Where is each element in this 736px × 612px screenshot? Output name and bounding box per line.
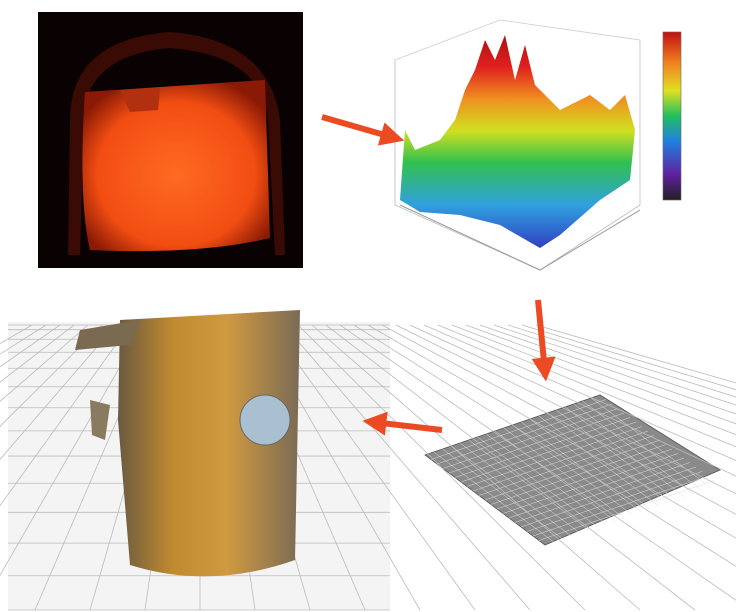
object-disk (240, 395, 290, 445)
surface-plot (395, 20, 681, 270)
page: {} (0, 0, 736, 612)
thermal-image (38, 12, 303, 268)
plot-box-top (395, 20, 640, 60)
mesh-plot (425, 395, 720, 545)
colorbar (663, 32, 681, 200)
surface (400, 35, 635, 248)
glowing-block (82, 80, 270, 251)
arrow (322, 117, 395, 138)
arrow (538, 300, 545, 372)
figure (0, 0, 736, 612)
